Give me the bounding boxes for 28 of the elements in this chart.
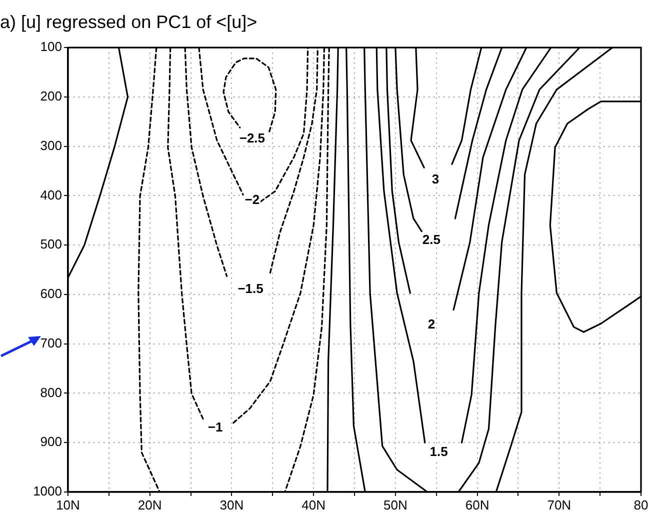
- y-tick-label: 900: [40, 434, 62, 450]
- x-tick-label: 30N: [220, 497, 244, 512]
- x-tick-label: 60N: [465, 497, 490, 512]
- y-tick-label: 800: [40, 384, 62, 400]
- annotation: 1.5: [430, 444, 448, 460]
- y-tick-label: 500: [40, 236, 62, 252]
- line-series: [222, 58, 277, 132]
- annotation: −2: [244, 192, 260, 208]
- annotation: 2.5: [422, 232, 440, 247]
- y-tick-label: 700: [40, 335, 62, 350]
- annotation: −1: [208, 419, 223, 434]
- x-tick-label: 80: [634, 497, 648, 512]
- x-tick-label: 10N: [56, 497, 80, 512]
- annotation: −2.5: [239, 130, 266, 146]
- y-tick-label: 200: [40, 88, 62, 104]
- y-tick-label: 1000: [33, 484, 62, 499]
- y-tick-label: 100: [40, 39, 62, 54]
- y-tick-label: 600: [40, 286, 62, 302]
- x-tick-label: 40N: [302, 497, 326, 512]
- x-tick-label: 50N: [384, 497, 408, 512]
- y-tick-label: 300: [40, 138, 62, 153]
- annotation: 2: [428, 316, 436, 332]
- y-tick-label: 400: [40, 187, 62, 202]
- x-tick-label: 70N: [547, 497, 572, 512]
- x-tick-label: 20N: [138, 497, 162, 512]
- annotation: 3: [432, 172, 440, 187]
- annotation: −1.5: [238, 281, 264, 296]
- chart-title: a) [u] regressed on PC1 of <[u]>: [0, 12, 258, 32]
